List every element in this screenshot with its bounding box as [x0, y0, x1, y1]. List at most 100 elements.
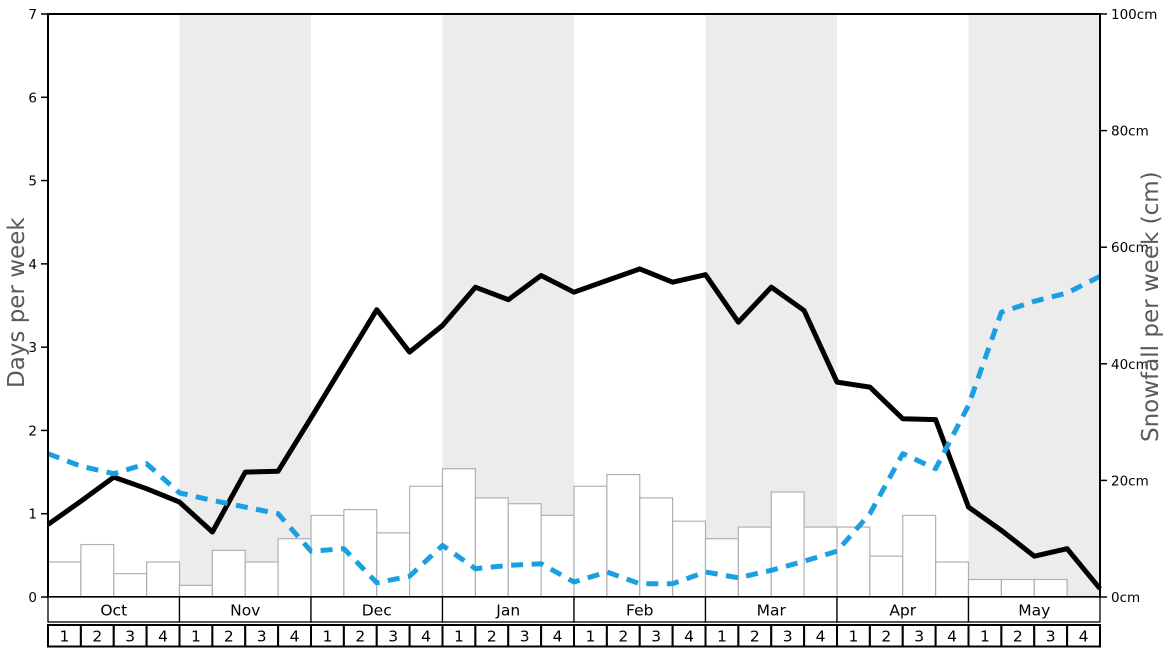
left-axis-tick-label: 5: [28, 174, 37, 190]
left-axis-tick-label: 1: [28, 507, 37, 523]
snowfall-bar: [836, 526, 871, 598]
week-number-label: 1: [323, 628, 333, 646]
snowfall-bar: [540, 514, 575, 598]
right-axis-tick-label: 60cm: [1111, 240, 1149, 256]
snowfall-bar: [507, 503, 542, 598]
right-axis-tick-label: 100cm: [1111, 7, 1157, 23]
month-cell: [310, 596, 444, 623]
week-number-label: 4: [684, 628, 694, 646]
week-number-label: 2: [224, 628, 234, 646]
week-number-label: 4: [553, 628, 563, 646]
right-axis-tick-label: 0cm: [1111, 590, 1140, 606]
week-number-label: 4: [1079, 628, 1089, 646]
snowfall-bar: [639, 497, 674, 598]
month-cell: [178, 596, 312, 623]
left-axis-tick-label: 7: [28, 7, 37, 23]
week-number-label: 3: [651, 628, 661, 646]
right-axis-tick-label: 20cm: [1111, 473, 1149, 489]
week-number-label: 4: [290, 628, 300, 646]
week-number-label: 3: [1046, 628, 1056, 646]
month-label: May: [1018, 602, 1050, 620]
snowfall-bar: [737, 526, 772, 598]
snowfall-bar: [178, 584, 213, 598]
right-axis-title: Snowfall per week (cm): [1138, 171, 1164, 442]
right-axis-tick-label: 80cm: [1111, 124, 1149, 140]
snowfall-bar: [606, 473, 641, 598]
snowfall-bar: [310, 514, 345, 598]
snowfall-bar: [244, 561, 279, 598]
month-cell: [573, 596, 707, 623]
month-label: Feb: [626, 602, 653, 620]
month-label: Nov: [230, 602, 260, 620]
snowfall-bar: [409, 485, 444, 598]
snowfall-bar: [146, 561, 181, 598]
snowfall-bar: [672, 520, 707, 598]
week-number-label: 2: [618, 628, 628, 646]
snowfall-bar: [1000, 578, 1035, 598]
left-axis-tick-label: 6: [28, 90, 37, 106]
month-cell: [967, 596, 1101, 623]
week-number-label: 4: [421, 628, 431, 646]
week-number-label: 4: [947, 628, 957, 646]
week-number-label: 1: [191, 628, 201, 646]
week-number-label: 2: [1013, 628, 1023, 646]
month-label: Apr: [889, 602, 916, 620]
week-number-label: 3: [388, 628, 398, 646]
line-series: [46, 266, 1102, 591]
week-number-label: 1: [586, 628, 596, 646]
week-number-label: 2: [92, 628, 102, 646]
week-number-label: 1: [60, 628, 70, 646]
snowfall-bar: [935, 561, 970, 598]
snowfall-bar: [967, 578, 1002, 598]
snowfall-bars: [47, 468, 1068, 598]
month-label: Mar: [757, 602, 787, 620]
week-number-label: 1: [717, 628, 727, 646]
week-number-label: 3: [125, 628, 135, 646]
week-number-label: 3: [783, 628, 793, 646]
black-solid-line: [46, 266, 1102, 591]
snowfall-bar: [902, 514, 937, 598]
month-week-label-table: Oct Nov Dec Jan Feb Mar Apr May 1 2 3 4 1 2 3 4 1 2 3 4 1 2 3 4…: [47, 596, 1101, 648]
snowfall-bar: [704, 538, 739, 598]
snowfall-bar: [869, 555, 904, 598]
snowfall-bar: [1033, 578, 1068, 598]
week-number-label: 2: [355, 628, 365, 646]
snowfall-bar: [770, 491, 805, 598]
week-number-label: 2: [487, 628, 497, 646]
month-label: Dec: [362, 602, 392, 620]
left-axis-tick-label: 4: [28, 257, 37, 273]
week-number-label: 2: [881, 628, 891, 646]
month-band: [968, 14, 1100, 597]
left-axis-title: Days per week: [4, 217, 30, 388]
month-cell: [704, 596, 838, 623]
axis-ticks-and-labels: 0 1 2 3 4 5 6 7 0cm 20cm 40cm 60cm 80cm 100cm: [28, 7, 1157, 606]
blue-dashed-line: [47, 274, 1102, 587]
snowfall-bar: [47, 561, 82, 598]
week-number-label: 3: [914, 628, 924, 646]
week-number-label: 3: [520, 628, 530, 646]
month-bands: [179, 14, 1100, 597]
snowfall-bar: [441, 468, 476, 598]
snowfall-bar: [80, 543, 115, 598]
left-axis-tick-label: 2: [28, 423, 37, 439]
week-number-label: 3: [257, 628, 267, 646]
snowfall-bar: [211, 549, 246, 598]
week-number-label: 1: [454, 628, 464, 646]
week-number-label: 2: [750, 628, 760, 646]
left-axis-tick-label: 0: [28, 590, 37, 606]
left-axis-tick-label: 3: [28, 340, 37, 356]
week-number-label: 1: [980, 628, 990, 646]
snowfall-bar: [376, 532, 411, 598]
week-number-label: 1: [849, 628, 859, 646]
month-label: Oct: [100, 602, 127, 620]
snowfall-bar: [474, 497, 509, 598]
right-axis-tick-label: 40cm: [1111, 357, 1149, 373]
month-cell: [836, 596, 970, 623]
week-number-label: 4: [816, 628, 826, 646]
snowfall-bar: [113, 573, 148, 598]
week-number-label: 4: [158, 628, 168, 646]
month-label: Jan: [495, 602, 520, 620]
month-cell: [47, 596, 181, 623]
